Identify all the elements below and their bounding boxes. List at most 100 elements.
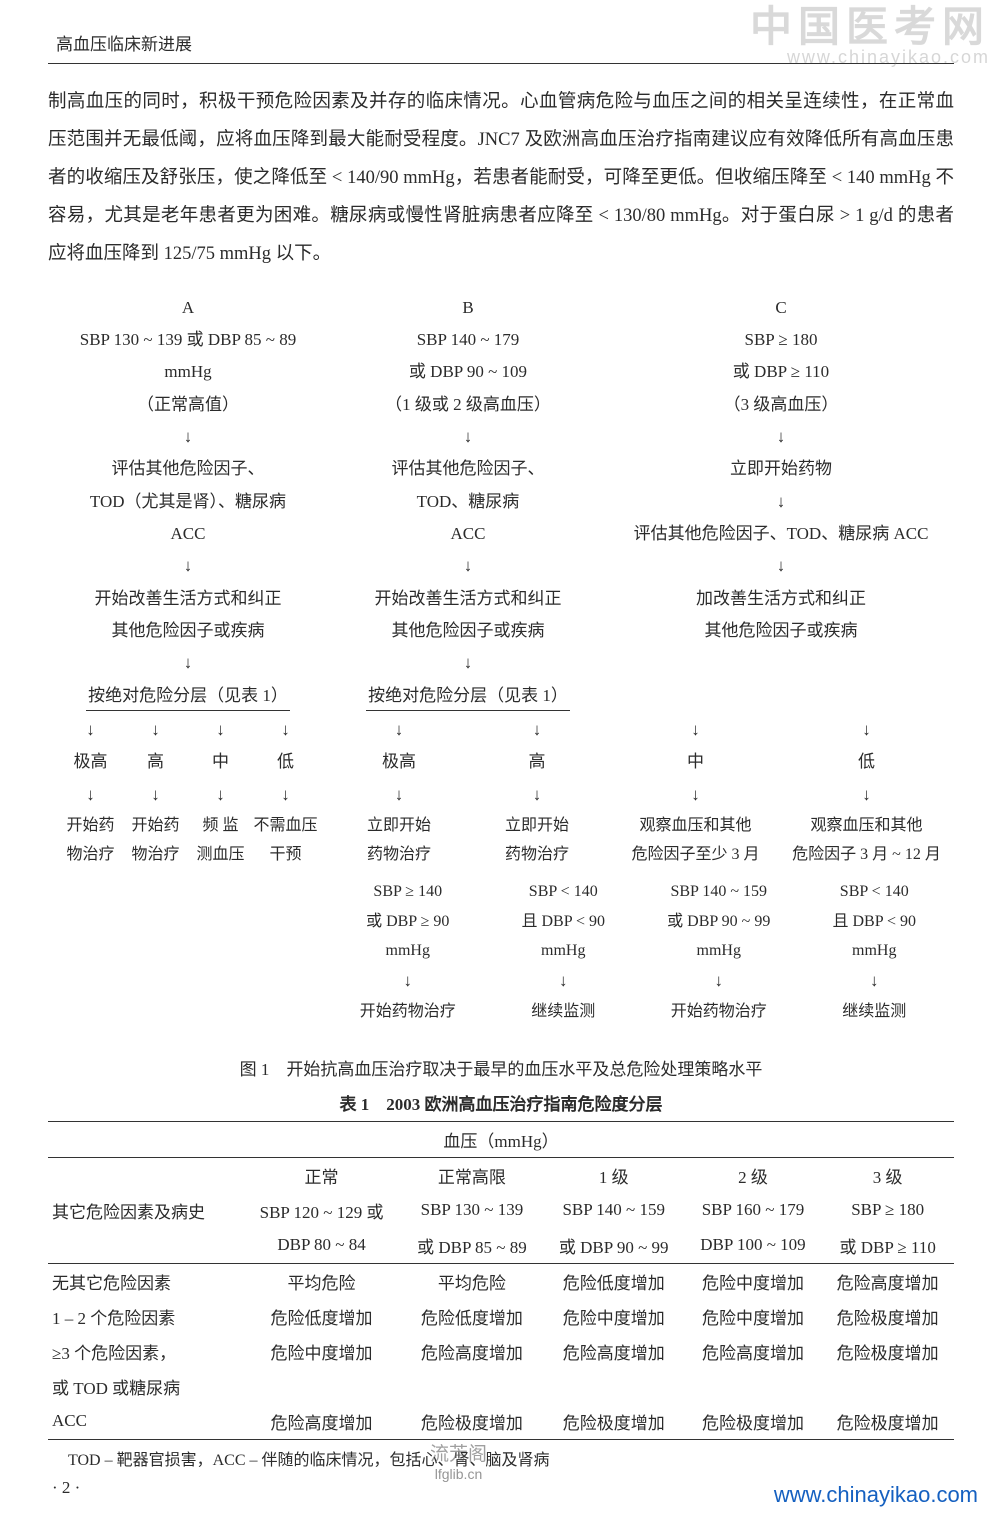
row-label: ≥3 个危险因素， bbox=[48, 1334, 242, 1369]
row-header-col: 其它危险因素及病史 bbox=[48, 1193, 242, 1228]
risk-cell: 危险低度增加 bbox=[401, 1299, 543, 1334]
b-vh2: 药物治疗 bbox=[330, 843, 468, 866]
b-m2: 危险因子至少 3 月 bbox=[610, 843, 781, 866]
col4c: DBP 100 ~ 109 bbox=[685, 1228, 822, 1264]
figure-caption: 图 1 开始抗高血压治疗取决于最早的血压水平及总危险处理策略水平 bbox=[48, 1055, 954, 1080]
arrow: ↓ bbox=[58, 782, 123, 808]
fu-bl-b3: mmHg bbox=[797, 939, 953, 962]
col4a: 2 级 bbox=[685, 1157, 822, 1193]
risk-table: 血压（mmHg） 正常 正常高限 1 级 2 级 3 级 其它危险因素及病史 S… bbox=[48, 1121, 954, 1440]
row-label: ACC bbox=[48, 1404, 242, 1440]
fu-bm-b3: mmHg bbox=[486, 939, 642, 962]
col3a: 1 级 bbox=[543, 1157, 685, 1193]
col-b-range2: 或 DBP 90 ~ 109 bbox=[328, 356, 608, 388]
col-a-acc: ACC bbox=[48, 518, 328, 550]
col-b-life1: 开始改善生活方式和纠正 bbox=[328, 583, 608, 615]
risk-cell bbox=[543, 1369, 685, 1404]
watermark-top-main: 中国医考网 bbox=[750, 6, 990, 48]
level-vh: 极高 bbox=[58, 749, 123, 775]
arrow: ↓ bbox=[330, 968, 486, 994]
risk-cell: 危险高度增加 bbox=[242, 1404, 401, 1440]
level-m: 中 bbox=[188, 749, 253, 775]
col5a: 3 级 bbox=[821, 1157, 954, 1193]
risk-cell bbox=[242, 1369, 401, 1404]
risk-cell: 危险中度增加 bbox=[685, 1299, 822, 1334]
a-h1: 开始药 bbox=[123, 814, 188, 837]
col-a-header: A bbox=[48, 292, 328, 324]
col-a-unit: mmHg bbox=[48, 356, 328, 388]
table-header-span: 血压（mmHg） bbox=[48, 1121, 954, 1157]
table-footnote: TOD – 靶器官损害，ACC – 伴随的临床情况，包括心、肾、脑及肾病 bbox=[48, 1446, 954, 1470]
b-vh1: 立即开始 bbox=[330, 814, 468, 837]
arrow: ↓ bbox=[608, 550, 954, 582]
arrow: ↓ bbox=[58, 717, 123, 743]
arrow: ↓ bbox=[610, 717, 781, 743]
fu-bm-b2: 且 DBP < 90 bbox=[486, 910, 642, 933]
col5c: 或 DBP ≥ 110 bbox=[821, 1228, 954, 1264]
arrow: ↓ bbox=[188, 717, 253, 743]
footer-url: www.chinayikao.com bbox=[774, 1482, 978, 1508]
arrow: ↓ bbox=[328, 647, 608, 679]
risk-cell: 危险极度增加 bbox=[821, 1334, 954, 1369]
col2c: 或 DBP 85 ~ 89 bbox=[401, 1228, 543, 1264]
arrow: ↓ bbox=[486, 968, 642, 994]
col-b-assess1: 评估其他危险因子、 bbox=[328, 453, 608, 485]
risk-cell: 危险极度增加 bbox=[821, 1299, 954, 1334]
col-c-class: （3 级高血压） bbox=[608, 389, 954, 421]
fu-bm-a1: SBP ≥ 140 bbox=[330, 880, 486, 903]
row-label: 无其它危险因素 bbox=[48, 1263, 242, 1299]
fu-bl-bct: 继续监测 bbox=[797, 1000, 953, 1023]
risk-cell: 危险中度增加 bbox=[543, 1299, 685, 1334]
risk-cell: 危险高度增加 bbox=[543, 1334, 685, 1369]
arrow: ↓ bbox=[48, 421, 328, 453]
arrow: ↓ bbox=[641, 968, 797, 994]
risk-cell: 危险中度增加 bbox=[685, 1263, 822, 1299]
col-b-acc: ACC bbox=[328, 518, 608, 550]
fu-bm-bct: 继续监测 bbox=[486, 1000, 642, 1023]
b-h1: 立即开始 bbox=[468, 814, 606, 837]
col-c-life2: 其他危险因子或疾病 bbox=[608, 615, 954, 647]
col-a-life1: 开始改善生活方式和纠正 bbox=[48, 583, 328, 615]
col-b-class: （1 级或 2 级高血压） bbox=[328, 389, 608, 421]
col-b-stratify: 按绝对危险分层（见表 1） bbox=[366, 683, 570, 711]
risk-cell bbox=[821, 1369, 954, 1404]
col2b: SBP 130 ~ 139 bbox=[401, 1193, 543, 1228]
col-c-range2: 或 DBP ≥ 110 bbox=[608, 356, 954, 388]
a-m2: 测血压 bbox=[188, 843, 253, 866]
a-vh1: 开始药 bbox=[58, 814, 123, 837]
watermark-top-sub: www.chinayikao.com bbox=[750, 48, 990, 66]
risk-cell: 危险极度增加 bbox=[821, 1404, 954, 1440]
col-c-header: C bbox=[608, 292, 954, 324]
col-a-life2: 其他危险因子或疾病 bbox=[48, 615, 328, 647]
level-h: 高 bbox=[468, 749, 606, 775]
risk-cell: 平均危险 bbox=[401, 1263, 543, 1299]
arrow: ↓ bbox=[188, 782, 253, 808]
a-h2: 物治疗 bbox=[123, 843, 188, 866]
arrow: ↓ bbox=[781, 782, 952, 808]
fu-bm-act: 开始药物治疗 bbox=[330, 1000, 486, 1023]
risk-cell bbox=[685, 1369, 822, 1404]
fu-bl-act: 开始药物治疗 bbox=[641, 1000, 797, 1023]
col1a: 正常 bbox=[242, 1157, 401, 1193]
col3b: SBP 140 ~ 159 bbox=[543, 1193, 685, 1228]
arrow: ↓ bbox=[253, 717, 318, 743]
arrow: ↓ bbox=[123, 782, 188, 808]
fu-bl-b1: SBP < 140 bbox=[797, 880, 953, 903]
fu-bm-a2: 或 DBP ≥ 90 bbox=[330, 910, 486, 933]
arrow: ↓ bbox=[468, 782, 606, 808]
watermark-top: 中国医考网 www.chinayikao.com bbox=[750, 6, 990, 66]
col-a-class: （正常高值） bbox=[48, 389, 328, 421]
watermark-mid: 流芳阁 lfglib.cn bbox=[430, 1444, 487, 1482]
level-vh: 极高 bbox=[330, 749, 468, 775]
arrow: ↓ bbox=[48, 647, 328, 679]
risk-cell bbox=[401, 1369, 543, 1404]
risk-cell: 危险极度增加 bbox=[685, 1404, 822, 1440]
arrow: ↓ bbox=[468, 717, 606, 743]
risk-cell: 危险低度增加 bbox=[242, 1299, 401, 1334]
level-l: 低 bbox=[781, 749, 952, 775]
arrow: ↓ bbox=[330, 782, 468, 808]
arrow: ↓ bbox=[797, 968, 953, 994]
fu-bm-b1: SBP < 140 bbox=[486, 880, 642, 903]
table-caption: 表 1 2003 欧洲高血压治疗指南危险度分层 bbox=[48, 1090, 954, 1115]
b-l1: 观察血压和其他 bbox=[781, 814, 952, 837]
